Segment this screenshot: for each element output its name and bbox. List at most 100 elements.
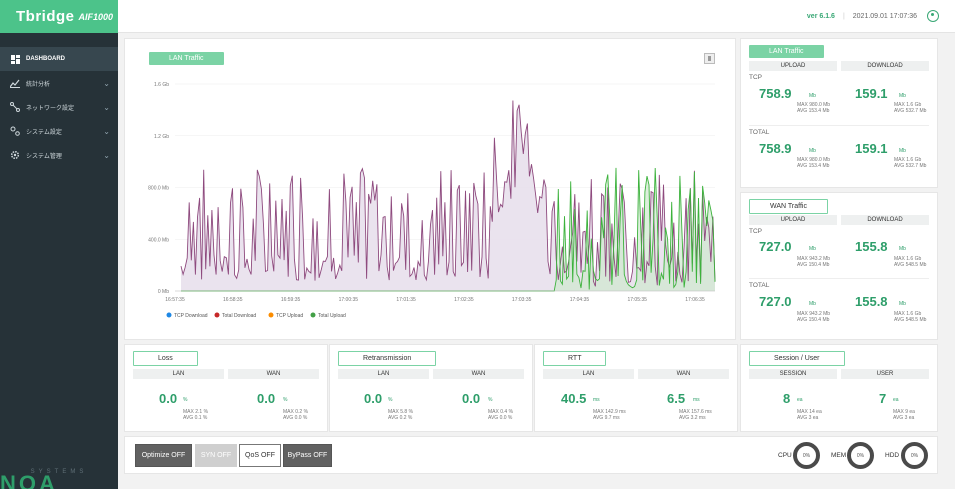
retransmission-panel: Retransmission LAN WAN 0.0 % MAX 5.8 % A… <box>329 344 533 432</box>
right-value: 0.0 <box>257 391 276 406</box>
gear-icon <box>10 150 20 160</box>
retransmission-tag: Retransmission <box>338 351 437 366</box>
right-value: 7 <box>879 391 887 406</box>
left-max: MAX 2.1 % <box>183 409 209 415</box>
right-unit: ms <box>693 397 700 403</box>
left-unit: % <box>183 397 188 403</box>
sidebar-item-label: DASHBOARD <box>26 56 65 62</box>
area-green <box>181 167 715 291</box>
left-unit: % <box>388 397 393 403</box>
right-unit: ea <box>893 397 899 403</box>
wan-header: WAN <box>433 369 524 379</box>
left-unit: ms <box>593 397 600 403</box>
x-tick-label: 17:05:35 <box>627 297 647 303</box>
settings-icon <box>10 126 20 136</box>
tcp-download-value: 159.1 <box>855 86 888 101</box>
sidebar-nav: DASHBOARD 統計分析 ⌄ ネットワーク設定 ⌄ システ <box>0 47 118 167</box>
tcp-download-avg: AVG 532.7 Mb <box>894 108 927 114</box>
sidebar-item-system-admin[interactable]: システム管理 ⌄ <box>0 143 118 167</box>
version-label: ver 6.1.6 <box>806 12 835 20</box>
right-avg: AVG 3 ea <box>893 415 915 421</box>
total-label: TOTAL <box>749 282 770 289</box>
column-headers: LAN WAN <box>543 369 729 379</box>
column-headers: LAN WAN <box>133 369 319 379</box>
user-header: USER <box>841 369 929 379</box>
total-download-value: 155.8 <box>855 294 888 309</box>
legend-dot <box>268 312 274 318</box>
session-user-tag: Session / User <box>749 351 845 366</box>
legend-dot <box>310 312 316 318</box>
legend-label: TCP Upload <box>276 313 303 319</box>
area-purple <box>181 100 715 291</box>
chevron-down-icon: ⌄ <box>103 150 110 160</box>
right-max: MAX 157.6 ms <box>679 409 712 415</box>
top-bar: ver 6.1.6 | 2021.09.01 17:07:36 <box>118 0 955 33</box>
total-upload-max: MAX 980.0 Mb <box>797 157 831 163</box>
x-tick-label: 16:58:35 <box>223 297 243 303</box>
mem-gauge: 0% <box>847 442 874 469</box>
total-upload-max: MAX 943.2 Mb <box>797 311 831 317</box>
total-upload-value: 758.9 <box>759 141 792 156</box>
cpu-gauge: 0% <box>793 442 820 469</box>
rtt-panel: RTT LAN WAN 40.5 ms MAX 142.9 ms AVG 9.7… <box>534 344 738 432</box>
sidebar-item-label: 統計分析 <box>26 81 51 88</box>
left-max: MAX 142.9 ms <box>593 409 626 415</box>
lan-traffic-tag: LAN Traffic <box>749 45 824 58</box>
left-value: 40.5 <box>561 391 587 406</box>
total-download-max: MAX 1.6 Gb <box>894 157 922 163</box>
syn-button[interactable]: SYN OFF <box>195 444 237 467</box>
download-header: DOWNLOAD <box>841 61 929 71</box>
tcp-upload-max: MAX 943.2 Mb <box>797 256 831 262</box>
right-value: 0.0 <box>462 391 481 406</box>
right-avg: AVG 0.0 % <box>488 415 513 421</box>
tcp-download-unit: Mb <box>899 246 906 252</box>
total-download-value: 159.1 <box>855 141 888 156</box>
sidebar-item-stats[interactable]: 統計分析 ⌄ <box>0 71 118 95</box>
sidebar-item-label: システム管理 <box>26 153 62 160</box>
mem-label: MEM <box>831 452 847 459</box>
right-max: MAX 9 ea <box>893 409 915 415</box>
qos-button[interactable]: QoS OFF <box>239 444 281 467</box>
divider <box>749 278 929 279</box>
wan-traffic-tag: WAN Traffic <box>749 199 828 214</box>
tcp-upload-value: 758.9 <box>759 86 792 101</box>
left-avg: AVG 9.7 ms <box>593 415 620 421</box>
hdd-value: 0% <box>910 452 919 459</box>
total-download-avg: AVG 532.7 Mb <box>894 163 927 169</box>
brand-name: NOA <box>0 471 58 489</box>
left-value: 0.0 <box>364 391 383 406</box>
tcp-upload-unit: Mb <box>809 246 816 252</box>
bypass-button[interactable]: ByPass OFF <box>283 444 332 467</box>
pause-icon[interactable] <box>704 53 715 64</box>
sidebar-item-system-settings[interactable]: システム設定 ⌄ <box>0 119 118 143</box>
sidebar-item-network[interactable]: ネットワーク設定 ⌄ <box>0 95 118 119</box>
legend-label: Total Upload <box>318 313 346 319</box>
left-max: MAX 14 ea <box>797 409 822 415</box>
y-tick-label: 1.2 Gb <box>154 134 169 140</box>
total-upload-unit: Mb <box>809 301 816 307</box>
total-download-unit: Mb <box>899 301 906 307</box>
wan-header: WAN <box>638 369 729 379</box>
brand-logo: NOA SYSTEMS <box>0 469 118 489</box>
sidebar-item-dashboard[interactable]: DASHBOARD <box>0 47 118 71</box>
column-headers: UPLOAD DOWNLOAD <box>749 61 929 71</box>
tcp-label: TCP <box>749 228 762 235</box>
total-download-avg: AVG 548.5 Mb <box>894 317 927 323</box>
x-tick-label: 17:03:35 <box>512 297 532 303</box>
x-tick-label: 17:04:35 <box>570 297 590 303</box>
chevron-down-icon: ⌄ <box>103 126 110 136</box>
control-bar: Optimize OFF SYN OFF QoS OFF ByPass OFF … <box>124 436 938 474</box>
app-logo[interactable]: Tbridge AIF1000 <box>0 0 118 33</box>
loss-tag: Loss <box>133 351 198 366</box>
total-upload-unit: Mb <box>809 148 816 154</box>
optimize-button[interactable]: Optimize OFF <box>135 444 192 467</box>
network-icon <box>10 102 20 112</box>
datetime-label: 2021.09.01 17:07:36 <box>852 12 917 20</box>
lan-header: LAN <box>338 369 429 379</box>
right-unit: % <box>488 397 493 403</box>
logo-sub: AIF1000 <box>78 11 114 22</box>
legend-dot <box>166 312 172 318</box>
total-upload-avg: AVG 150.4 Mb <box>797 317 830 323</box>
user-icon[interactable] <box>927 10 939 22</box>
y-tick-label: 800.0 Mb <box>148 186 169 192</box>
